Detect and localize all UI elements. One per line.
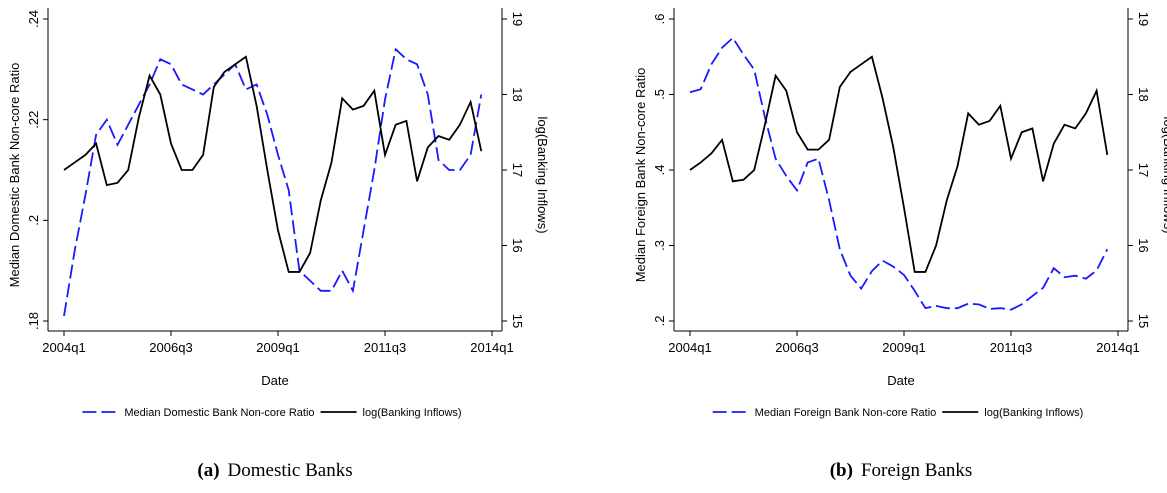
caption-text: Domestic Banks xyxy=(228,460,353,481)
series-line xyxy=(63,47,483,317)
x-tick-label: 2006q3 xyxy=(149,340,192,355)
x-tick-label: 2009q1 xyxy=(882,340,925,355)
y2-tick-label: 16 xyxy=(1136,238,1151,252)
y2-tick-label: 18 xyxy=(1136,87,1151,101)
y2-tick-label: 19 xyxy=(510,12,525,26)
x-tick-label: 2004q1 xyxy=(668,340,711,355)
y-tick-label: .22 xyxy=(26,111,41,129)
legend-label: log(Banking Inflows) xyxy=(363,407,462,419)
y-tick-label: .4 xyxy=(652,165,667,176)
x-tick-label: 2014q1 xyxy=(470,340,513,355)
y-tick-label: .24 xyxy=(26,10,41,28)
x-tick-label: 2009q1 xyxy=(256,340,299,355)
y2-tick-label: 15 xyxy=(510,314,525,328)
caption-text: Foreign Banks xyxy=(861,460,972,481)
x-tick-label: 2004q1 xyxy=(42,340,85,355)
y-tick-label: .2 xyxy=(652,316,667,327)
y2-tick-label: 17 xyxy=(1136,163,1151,177)
legend-label: Median Foreign Bank Non-core Ratio xyxy=(755,407,937,419)
y2-tick-label: 19 xyxy=(1136,12,1151,26)
y2-tick-label: 16 xyxy=(510,238,525,252)
y-tick-label: .6 xyxy=(652,14,667,25)
x-tick-label: 2011q3 xyxy=(364,340,406,355)
legend: Median Domestic Bank Non-core Ratio log(B… xyxy=(82,407,462,419)
series-line xyxy=(689,55,1109,273)
y-tick-label: .18 xyxy=(26,312,41,330)
y2-tick-label: 17 xyxy=(510,163,525,177)
legend-label: Median Domestic Bank Non-core Ratio xyxy=(124,407,314,419)
y2-tick-label: 18 xyxy=(510,87,525,101)
y-tick-label: .5 xyxy=(652,89,667,100)
y-axis-title: Median Foreign Bank Non-core Ratio xyxy=(633,68,648,283)
caption: (b) Foreign Banks xyxy=(830,460,973,481)
legend: Median Foreign Bank Non-core Ratio log(Ba… xyxy=(712,407,1083,419)
caption-label: (a) xyxy=(197,460,219,481)
caption-label: (b) xyxy=(830,460,853,481)
series-line xyxy=(689,36,1109,311)
x-tick-label: 2006q3 xyxy=(775,340,818,355)
chart-panel: 2004q1 2006q3 2009q1 2011q3 2014q1 .18 .2 .22 .2… xyxy=(7,8,550,481)
series-line xyxy=(63,55,483,273)
y-tick-label: .3 xyxy=(652,240,667,251)
caption: (a) Domestic Banks xyxy=(197,460,352,481)
chart-panel: 2004q1 2006q3 2009q1 2011q3 2014q1 .2 .3 .4 .5 .6… xyxy=(633,8,1167,481)
x-tick-label: 2011q3 xyxy=(990,340,1032,355)
y2-axis-title: log(Banking Inflows) xyxy=(535,116,550,233)
y2-axis-title: log(Banking Inflows) xyxy=(1161,116,1167,233)
x-axis-title: Date xyxy=(261,373,288,388)
x-tick-label: 2014q1 xyxy=(1096,340,1139,355)
x-axis-title: Date xyxy=(887,373,914,388)
y-axis-title: Median Domestic Bank Non-core Ratio xyxy=(7,63,22,288)
y2-tick-label: 15 xyxy=(1136,314,1151,328)
y-tick-label: .2 xyxy=(26,215,41,226)
legend-label: log(Banking Inflows) xyxy=(984,407,1083,419)
